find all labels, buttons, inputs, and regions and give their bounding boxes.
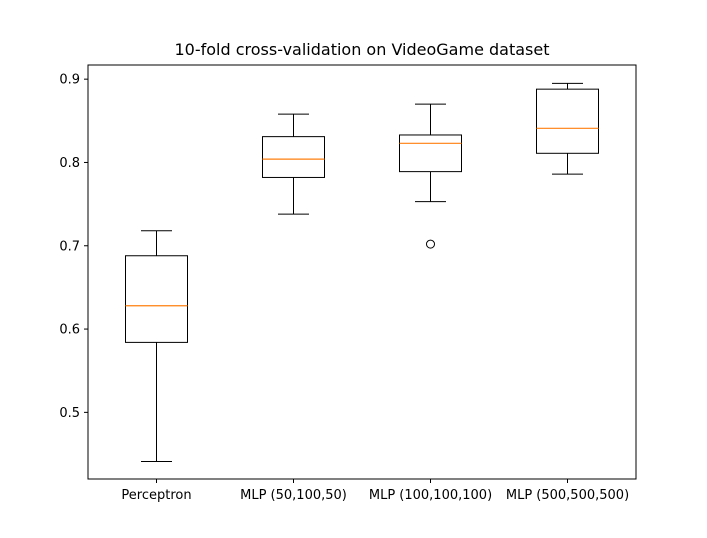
box-group-4: [536, 82, 599, 175]
y-tick-label: 0.8: [59, 156, 80, 171]
chart-title: 10-fold cross-validation on VideoGame da…: [175, 40, 550, 59]
y-tick-label: 0.7: [59, 239, 80, 254]
iqr-box: [399, 134, 462, 173]
x-tick-label: Perceptron: [121, 488, 191, 503]
y-tick-label: 0.5: [59, 406, 80, 421]
x-tick-label: MLP (100,100,100): [369, 488, 492, 503]
iqr-box: [125, 255, 188, 343]
y-axis: 0.5 0.6 0.7 0.8 0.9: [59, 73, 88, 421]
box-group-1: [125, 230, 188, 463]
x-axis: Perceptron MLP (50,100,50) MLP (100,100,10…: [121, 479, 629, 503]
x-tick-label: MLP (500,500,500): [506, 488, 629, 503]
y-tick-label: 0.6: [59, 323, 80, 338]
x-tick-label: MLP (50,100,50): [240, 488, 347, 503]
y-tick-label: 0.9: [59, 73, 80, 88]
box-group-3: [399, 103, 462, 249]
iqr-box: [536, 88, 599, 154]
plot-area: [125, 82, 599, 463]
axes-frame: [87, 64, 637, 480]
box-group-2: [262, 113, 325, 215]
outlier-point: [426, 239, 435, 249]
iqr-box: [262, 136, 325, 178]
